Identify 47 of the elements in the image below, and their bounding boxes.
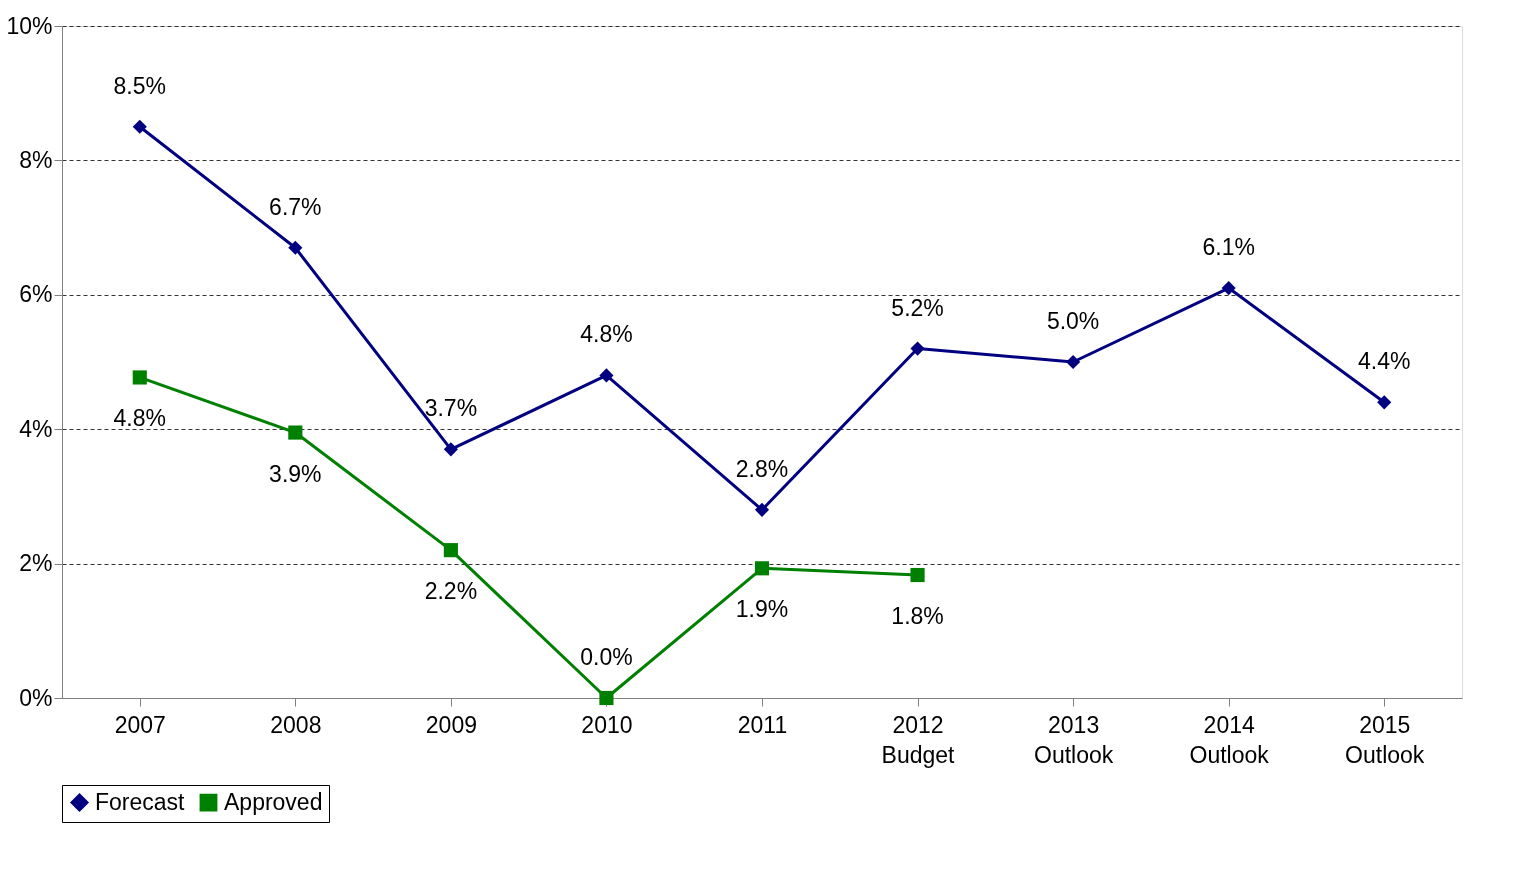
point	[132, 370, 147, 385]
point	[1066, 354, 1081, 370]
x-tick-label: 2012 Budget	[881, 711, 956, 768]
data-label: 5.2%	[891, 294, 944, 321]
data-label: 6.7%	[269, 193, 322, 220]
x-tick-label: 2008	[270, 711, 322, 738]
point	[443, 543, 458, 558]
x-tick-label: 2011	[737, 711, 788, 738]
data-label: 8.5%	[113, 72, 166, 99]
point	[1377, 395, 1392, 410]
data-label: 1.8%	[891, 603, 944, 630]
data-label: 2.2%	[424, 578, 478, 605]
x-tick-label: 2009	[425, 711, 477, 738]
y-tick-label: 2%	[19, 550, 53, 577]
point	[910, 341, 925, 356]
point	[443, 442, 458, 457]
point	[132, 119, 147, 134]
point	[1221, 281, 1236, 296]
data-label: 1.9%	[735, 596, 789, 623]
point	[288, 425, 303, 440]
point	[910, 567, 925, 583]
point	[754, 561, 770, 576]
data-label: 4.4%	[1358, 348, 1411, 375]
data-label: 4.8%	[113, 405, 166, 432]
point	[288, 240, 303, 255]
point	[599, 690, 614, 706]
data-label: 2.8%	[735, 455, 789, 482]
data-label: 5.0%	[1046, 308, 1100, 334]
x-tick-label: 2007	[114, 711, 166, 738]
y-tick-label: 6%	[19, 281, 53, 308]
legend-label: Approved	[224, 788, 323, 815]
x-tick-label: 2014 Outlook	[1189, 711, 1270, 768]
data-label: 3.9%	[269, 460, 322, 487]
data-label: 6.1%	[1202, 234, 1255, 261]
data-label: 4.8%	[580, 321, 633, 348]
point	[599, 368, 614, 383]
data-label: 3.7%	[424, 395, 478, 422]
y-tick-label: 4%	[19, 415, 53, 442]
x-tick-label: 2010	[581, 711, 633, 738]
data-label: 0.0%	[580, 644, 633, 670]
x-tick-label: 2015 Outlook	[1345, 711, 1425, 768]
y-tick-label: 8%	[19, 146, 53, 173]
legend-label: Forecast	[95, 788, 186, 815]
y-tick-label: 0%	[19, 684, 53, 711]
point	[754, 502, 770, 517]
x-tick-label: 2013 Outlook	[1033, 711, 1114, 768]
y-tick-label: 10%	[6, 12, 53, 39]
